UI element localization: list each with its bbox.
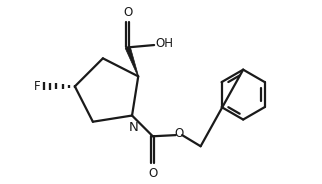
Polygon shape	[125, 47, 138, 76]
Text: O: O	[148, 167, 157, 180]
Text: O: O	[174, 128, 183, 140]
Text: OH: OH	[156, 37, 174, 50]
Text: F: F	[34, 80, 41, 93]
Text: N: N	[128, 121, 138, 134]
Text: O: O	[123, 6, 132, 19]
